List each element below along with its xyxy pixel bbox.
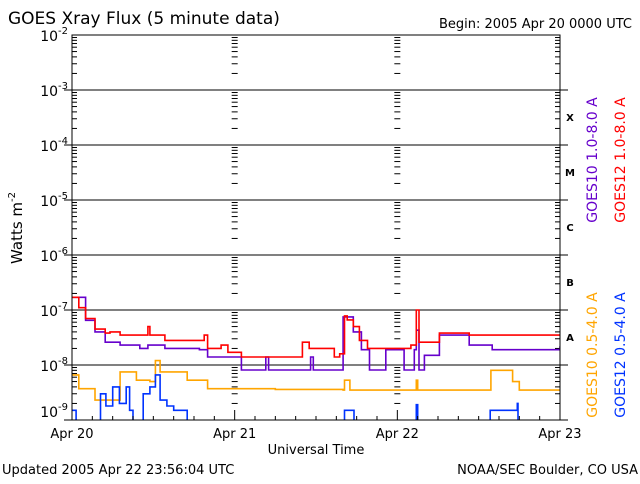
series-line-goes10-0-5-4-0-a <box>72 359 560 401</box>
series-line-goes10-1-0-8-0-a <box>72 296 560 371</box>
series-line-goes12-0-5-4-0-a <box>72 374 519 420</box>
credit-label: NOAA/SEC Boulder, CO USA <box>457 463 638 478</box>
y-axis-label: Watts m-2 <box>7 192 26 264</box>
plot-frame <box>71 34 561 421</box>
y-tick-label: 10-2 <box>40 26 68 45</box>
y-tick-label: 10-4 <box>40 136 68 155</box>
y-tick-label: 10-8 <box>40 356 68 375</box>
y-tick-label: 10-7 <box>40 301 68 320</box>
chart-title: GOES Xray Flux (5 minute data) <box>8 9 280 29</box>
legend-entry: GOES12 1.0-8.0 A <box>613 97 629 223</box>
x-axis-label: Universal Time <box>268 443 365 458</box>
y-tick-label: 10-5 <box>40 191 68 210</box>
legend-entry: GOES12 0.5-4.0 A <box>613 292 629 418</box>
x-tick-label: Apr 23 <box>538 427 581 442</box>
flare-class-label: A <box>566 333 574 344</box>
x-tick-label: Apr 20 <box>50 427 93 442</box>
flare-class-label: B <box>566 278 574 289</box>
x-tick-label: Apr 21 <box>213 427 256 442</box>
flare-class-label: X <box>566 113 574 124</box>
legend-entry: GOES10 1.0-8.0 A <box>585 97 601 223</box>
y-tick-label: 10-9 <box>40 402 68 421</box>
legend-entry: GOES10 0.5-4.0 A <box>585 292 601 418</box>
y-tick-label: 10-6 <box>40 246 68 265</box>
x-tick-label: Apr 22 <box>376 427 419 442</box>
flare-class-label: M <box>565 168 575 179</box>
series-line-goes12-1-0-8-0-a <box>72 296 560 358</box>
updated-timestamp: Updated 2005 Apr 22 23:56:04 UTC <box>2 463 234 478</box>
begin-label: Begin: 2005 Apr 20 0000 UTC <box>439 17 632 32</box>
y-tick-label: 10-3 <box>40 81 68 100</box>
flare-class-label: C <box>566 223 573 234</box>
